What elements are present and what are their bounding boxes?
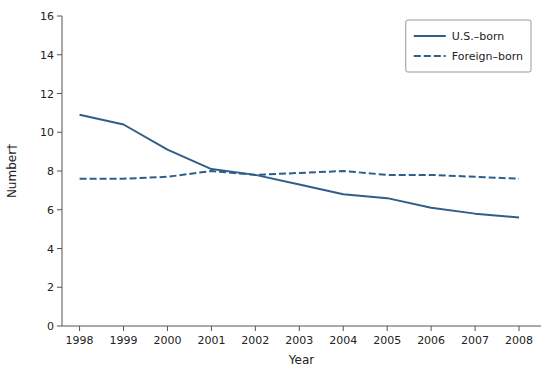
x-tick <box>211 326 212 331</box>
x-tick-label: 2002 <box>241 334 269 347</box>
y-tick-label: 12 <box>40 88 54 101</box>
x-tick <box>431 326 432 331</box>
legend-swatch <box>414 35 446 37</box>
x-tick <box>167 326 168 331</box>
x-tick <box>255 326 256 331</box>
axes: 1998 1999 2000 2001 2002 2003 2004 2005 2006 2007… <box>40 10 541 347</box>
x-tick <box>299 326 300 331</box>
x-tick-label: 1999 <box>110 334 138 347</box>
y-tick <box>57 93 62 94</box>
x-tick <box>123 326 124 331</box>
y-tick <box>57 171 62 172</box>
y-tick <box>57 248 62 249</box>
y-tick-label: 8 <box>47 165 54 178</box>
x-tick <box>387 326 388 331</box>
x-tick <box>519 326 520 331</box>
y-tick-label: 10 <box>40 126 54 139</box>
x-tick-label: 2004 <box>329 334 357 347</box>
y-tick <box>57 326 62 327</box>
legend-label: Foreign–born <box>452 50 523 63</box>
x-tick <box>475 326 476 331</box>
x-axis-line <box>62 326 541 327</box>
y-tick <box>57 209 62 210</box>
x-tick-label: 2005 <box>373 334 401 347</box>
y-tick-label: 0 <box>47 320 54 333</box>
y-tick <box>57 287 62 288</box>
y-tick-label: 2 <box>47 281 54 294</box>
legend: U.S.–born Foreign–born <box>406 20 531 72</box>
y-tick-label: 14 <box>40 49 54 62</box>
x-tick <box>79 326 80 331</box>
plot-area <box>80 115 519 218</box>
legend-swatch <box>414 55 446 57</box>
y-tick <box>57 54 62 55</box>
series-line <box>80 115 519 218</box>
legend-box <box>406 20 531 72</box>
y-tick <box>57 16 62 17</box>
x-tick-label: 2000 <box>153 334 181 347</box>
y-axis-label: Number† <box>5 144 19 198</box>
x-tick-label: 2008 <box>505 334 533 347</box>
legend-label: U.S.–born <box>452 30 505 43</box>
x-tick-label: 2003 <box>285 334 313 347</box>
x-tick-label: 2007 <box>461 334 489 347</box>
chart: 1998 1999 2000 2001 2002 2003 2004 2005 2006 2007… <box>0 0 557 374</box>
x-axis-label: Year <box>288 353 314 367</box>
x-tick-label: 2006 <box>417 334 445 347</box>
y-tick <box>57 132 62 133</box>
x-tick-label: 1998 <box>66 334 94 347</box>
x-tick-label: 2001 <box>197 334 225 347</box>
y-tick-label: 4 <box>47 243 54 256</box>
y-tick-label: 6 <box>47 204 54 217</box>
y-tick-label: 16 <box>40 10 54 23</box>
series-line <box>80 171 519 179</box>
x-tick <box>343 326 344 331</box>
